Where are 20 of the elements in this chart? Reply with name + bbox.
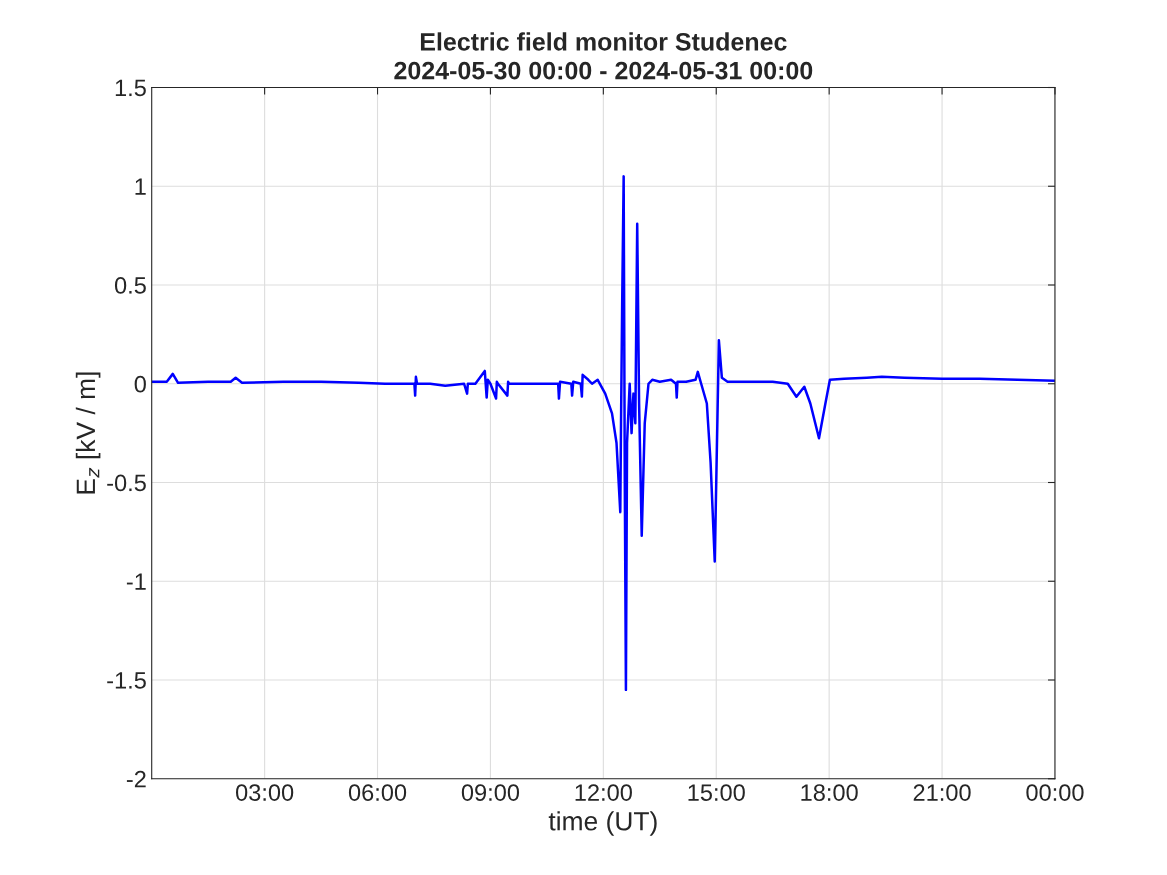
y-tick-label: 0 xyxy=(134,375,146,393)
y-tick-label: 1.5 xyxy=(115,79,146,97)
line-series xyxy=(151,175,1055,692)
y-axis-title: E$_{z}$ [kV / m] xyxy=(75,372,101,494)
y-tick-label: -2 xyxy=(126,770,146,788)
chart-title: Electric field monitor Studenec 2024-05-30 00:00 - 2024-05-31 00:00 xyxy=(394,32,813,80)
x-tick-label: 09:00 xyxy=(461,784,520,801)
x-tick-label: 15:00 xyxy=(688,784,745,801)
y-tick-label: -0.5 xyxy=(107,474,146,492)
x-axis-title: time (UT) xyxy=(548,811,657,836)
x-tick-label: 03:00 xyxy=(236,784,294,801)
y-tick-label: -1.5 xyxy=(107,672,146,689)
x-tick-label: 06:00 xyxy=(348,784,407,801)
x-tick-label: 00:00 xyxy=(1026,784,1084,801)
x-tick-label: 18:00 xyxy=(801,784,858,801)
x-tick-label: 21:00 xyxy=(913,784,971,801)
y-tick-label: -1 xyxy=(126,573,146,590)
x-tick-label: 12:00 xyxy=(575,784,632,801)
y-tick-label: 1 xyxy=(135,178,146,195)
y-tick-label: 0.5 xyxy=(114,277,146,294)
